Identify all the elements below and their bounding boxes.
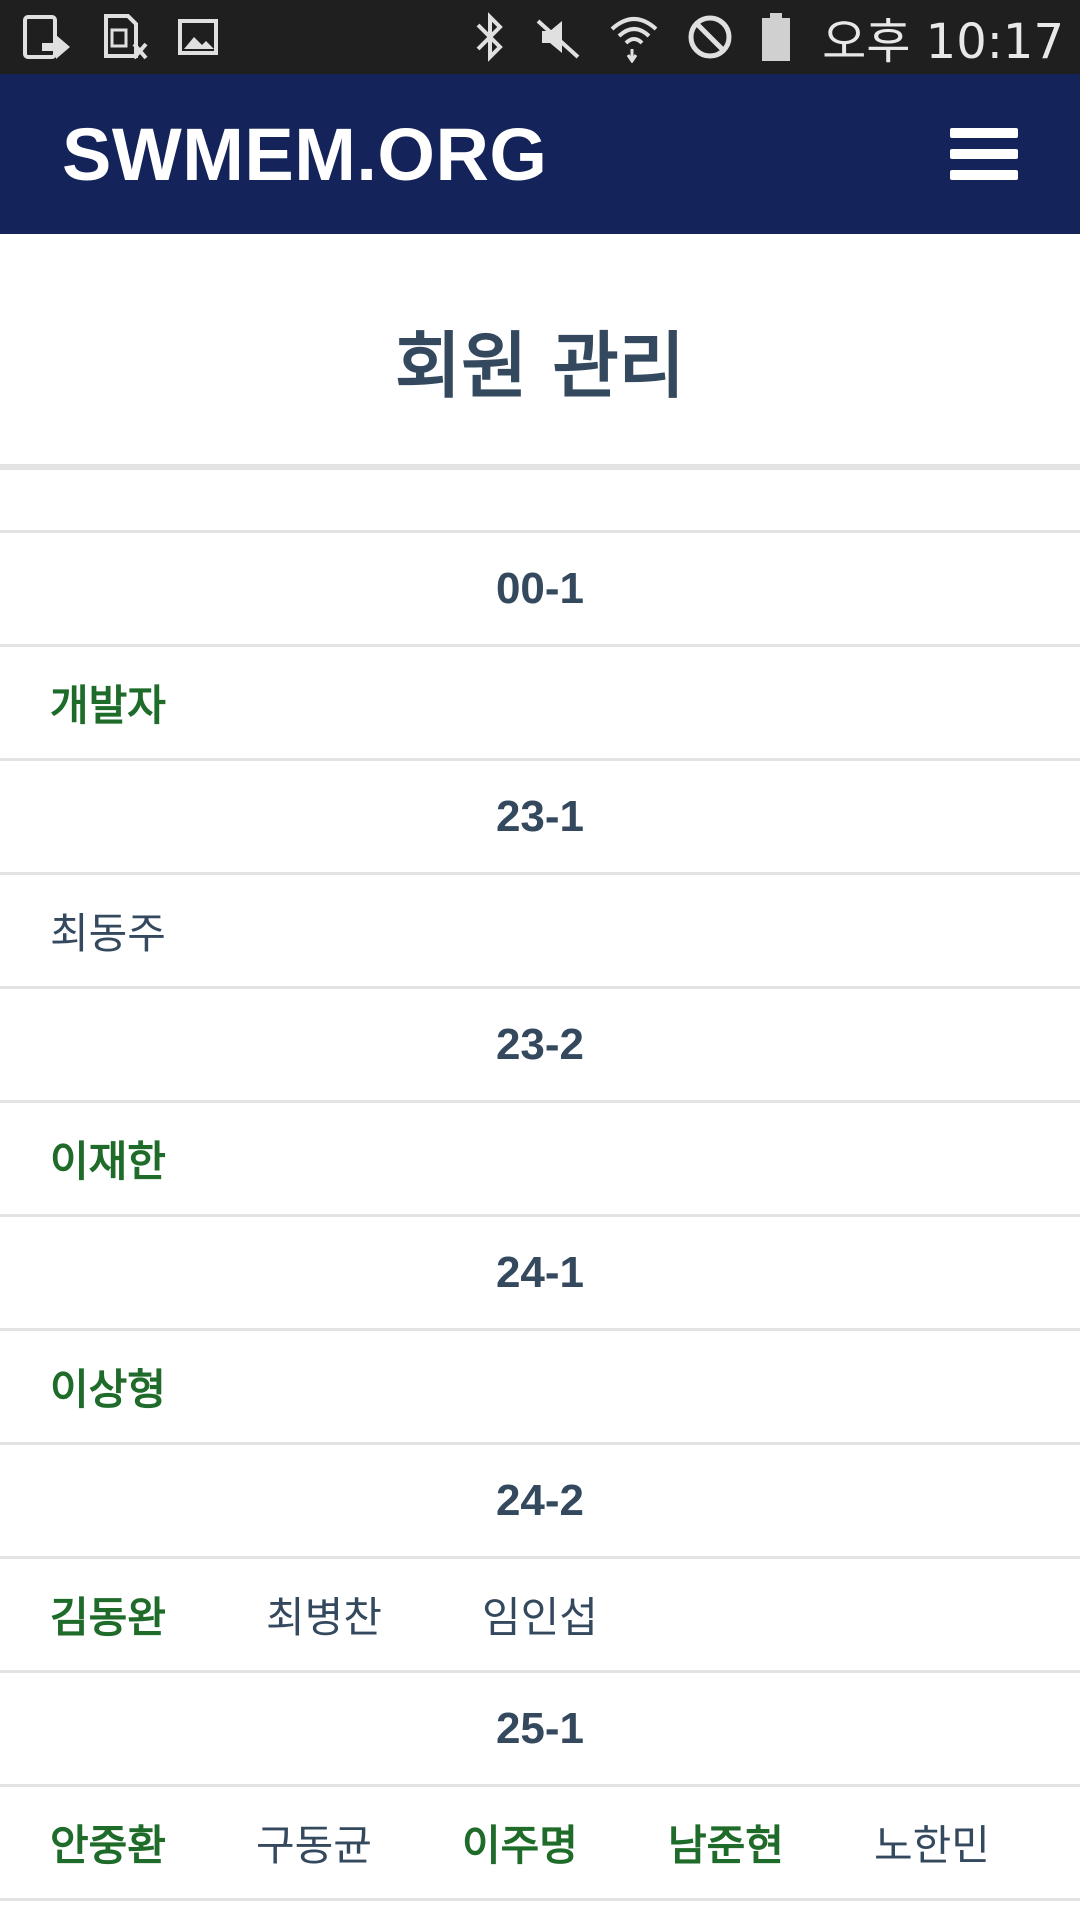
member-row: 최동주 [0, 875, 1080, 989]
member-row: 안중환 구동균 이주명 남준현 노한민 [0, 1787, 1080, 1901]
page-title: 회원 관리 [394, 323, 686, 408]
status-bar-right: 오후 10:17 [472, 2, 1064, 72]
member-name[interactable]: 이상형 [50, 1365, 166, 1414]
member-name[interactable]: 구동균 [256, 1821, 372, 1870]
member-name[interactable]: 남준현 [668, 1821, 784, 1870]
member-name[interactable]: 최병찬 [266, 1593, 382, 1642]
member-row: 이상형 [0, 1331, 1080, 1445]
group-header: 24-1 [0, 1217, 1080, 1331]
battery-icon [760, 11, 792, 63]
image-icon [176, 15, 220, 59]
status-bar-left [22, 12, 220, 62]
mute-icon [534, 13, 582, 61]
member-name[interactable]: 개발자 [50, 681, 166, 730]
member-list: 00-1 개발자 23-1 최동주 23-2 이재한 24-1 이상형 24-2 김동완 최병찬 임인… [0, 530, 1080, 1901]
group-header: 23-1 [0, 761, 1080, 875]
wifi-icon [608, 11, 660, 63]
member-name[interactable]: 노한민 [874, 1821, 990, 1870]
member-row: 이재한 [0, 1103, 1080, 1217]
group-header: 00-1 [0, 533, 1080, 647]
member-name[interactable]: 임인섭 [482, 1593, 598, 1642]
member-name[interactable]: 이재한 [50, 1137, 166, 1186]
hamburger-line [950, 170, 1018, 180]
sim-card-off-icon [100, 12, 150, 62]
hamburger-line [950, 128, 1018, 138]
member-row: 김동완 최병찬 임인섭 [0, 1559, 1080, 1673]
status-time: 오후 10:17 [822, 14, 1064, 70]
member-name[interactable]: 안중환 [50, 1821, 166, 1870]
screenshot-icon [22, 13, 74, 61]
bluetooth-icon [472, 11, 508, 63]
group-header: 24-2 [0, 1445, 1080, 1559]
brand-logo[interactable]: SWMEM.ORG [62, 112, 548, 196]
app-header: SWMEM.ORG [0, 74, 1080, 234]
hamburger-line [950, 149, 1018, 159]
status-bar: 오후 10:17 [0, 0, 1080, 74]
member-name[interactable]: 최동주 [50, 909, 166, 958]
member-row: 개발자 [0, 647, 1080, 761]
group-header: 25-1 [0, 1673, 1080, 1787]
member-name[interactable]: 이주명 [462, 1821, 578, 1870]
group-header: 23-2 [0, 989, 1080, 1103]
page-title-section: 회원 관리 [0, 234, 1080, 470]
block-icon [686, 13, 734, 61]
member-name[interactable]: 김동완 [50, 1593, 166, 1642]
hamburger-menu-icon[interactable] [950, 126, 1018, 182]
